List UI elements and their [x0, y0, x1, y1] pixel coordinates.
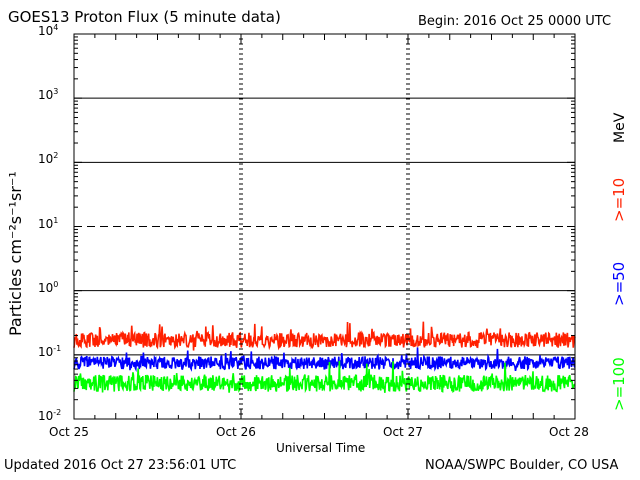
data-source: NOAA/SWPC Boulder, CO USA: [425, 458, 619, 473]
y-tick-label: 102: [38, 151, 59, 167]
x-tick-label: Oct 28: [549, 425, 589, 439]
energy-unit-label: MeV: [612, 112, 628, 143]
legend-entry: >=100: [610, 357, 628, 411]
x-tick-label: Oct 25: [49, 425, 89, 439]
updated-timestamp: Updated 2016 Oct 27 23:56:01 UTC: [4, 458, 237, 473]
flux-series-1: [73, 347, 576, 373]
x-tick-label: Oct 26: [216, 425, 256, 439]
grid-layer: [74, 97, 575, 356]
ticks-layer: [73, 34, 576, 420]
legend-entry: >=50: [610, 261, 628, 306]
y-tick-label: 101: [38, 215, 59, 231]
x-axis-label: Universal Time: [276, 441, 366, 455]
plot-frame: [73, 33, 576, 420]
y-axis-label: Particles cm⁻²s⁻¹sr⁻¹: [6, 171, 25, 336]
series-layer: [73, 321, 576, 394]
flux-series-0: [73, 321, 576, 351]
flux-series-2: [73, 360, 576, 394]
chart-title: GOES13 Proton Flux (5 minute data): [8, 8, 281, 26]
y-tick-label: 100: [38, 279, 59, 295]
y-tick-label: 10-1: [38, 343, 62, 359]
x-tick-label: Oct 27: [383, 425, 423, 439]
legend-entry: >=10: [610, 177, 628, 222]
y-tick-label: 103: [38, 87, 59, 103]
begin-time: Begin: 2016 Oct 25 0000 UTC: [418, 14, 612, 29]
y-tick-label: 10-2: [38, 408, 62, 423]
y-tick-label: 104: [38, 23, 59, 38]
